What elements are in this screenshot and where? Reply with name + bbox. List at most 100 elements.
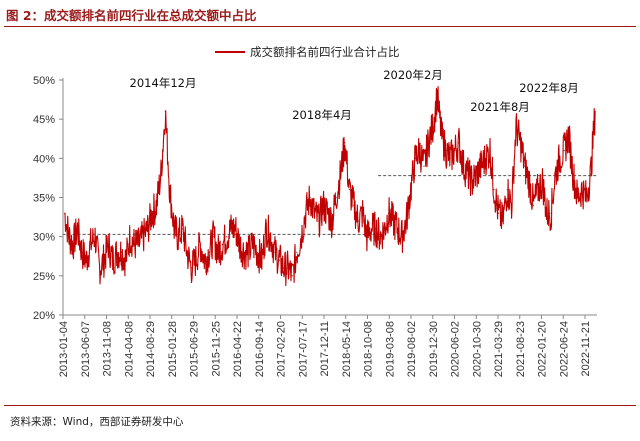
data-point xyxy=(493,189,495,191)
x-tick-label: 2019-12-30 xyxy=(428,321,440,377)
data-point xyxy=(160,173,162,175)
data-point xyxy=(370,228,372,230)
data-point xyxy=(515,126,517,128)
x-tick-label: 2013-06-07 xyxy=(80,321,92,377)
data-point xyxy=(533,204,535,206)
data-point xyxy=(366,236,368,238)
data-point xyxy=(559,157,561,159)
data-point xyxy=(489,149,491,152)
data-point xyxy=(204,259,206,261)
data-point xyxy=(327,212,329,214)
x-tick-label: 2019-03-08 xyxy=(384,321,396,377)
x-tick-label: 2022-01-20 xyxy=(537,321,549,377)
data-point xyxy=(471,181,473,183)
data-point xyxy=(94,236,96,238)
data-point xyxy=(305,212,307,214)
data-point xyxy=(138,243,140,246)
data-point xyxy=(125,259,127,261)
data-point xyxy=(384,228,386,230)
data-point xyxy=(322,204,324,206)
x-tick-label: 2022-06-24 xyxy=(558,321,570,377)
x-tick-label: 2014-04-08 xyxy=(123,321,135,377)
y-tick-label: 40% xyxy=(33,153,55,165)
data-point xyxy=(524,165,526,167)
y-tick-label: 45% xyxy=(33,114,55,126)
data-point xyxy=(476,173,478,175)
data-point xyxy=(427,142,429,144)
data-point xyxy=(396,228,399,230)
x-tick-label: 2019-08-02 xyxy=(406,321,418,377)
data-point xyxy=(239,243,241,246)
data-point xyxy=(401,236,403,238)
series-line xyxy=(64,86,596,287)
data-point xyxy=(76,228,79,230)
series xyxy=(64,86,596,287)
data-point xyxy=(129,236,131,238)
data-point xyxy=(576,196,579,199)
x-tick-label: 2014-08-29 xyxy=(145,321,157,377)
data-point xyxy=(217,251,219,253)
data-point xyxy=(392,220,394,222)
data-point xyxy=(410,189,412,191)
data-point xyxy=(186,251,188,253)
data-point xyxy=(497,212,500,214)
data-point xyxy=(164,110,166,112)
data-point xyxy=(344,142,346,144)
data-point xyxy=(480,165,482,167)
data-point xyxy=(282,267,285,269)
data-point xyxy=(103,259,105,261)
data-point xyxy=(348,189,350,191)
data-point xyxy=(230,228,232,230)
data-point xyxy=(265,228,267,230)
x-tick-label: 2015-01-28 xyxy=(167,321,179,377)
data-point xyxy=(550,212,552,214)
annotations: 2014年12月 2018年4月 2020年2月 2021年8月 2022年8月 xyxy=(130,68,579,122)
x-tick-label: 2020-06-02 xyxy=(450,321,462,377)
data-point xyxy=(256,251,259,253)
data-point xyxy=(375,228,377,230)
data-point xyxy=(335,196,337,199)
top-rule xyxy=(4,26,636,27)
y-tick-label: 25% xyxy=(33,271,55,283)
data-point xyxy=(546,212,548,214)
data-point xyxy=(585,196,587,199)
data-point xyxy=(182,228,184,230)
data-point xyxy=(449,157,451,159)
data-point xyxy=(331,220,333,222)
data-point xyxy=(313,212,315,214)
data-point xyxy=(85,259,87,261)
x-tick-label: 2017-12-11 xyxy=(319,321,331,376)
data-point xyxy=(484,157,487,159)
data-point xyxy=(212,236,215,238)
data-point xyxy=(274,251,276,253)
x-tick-label: 2015-11-25 xyxy=(210,321,222,376)
data-point xyxy=(436,95,438,97)
data-point xyxy=(291,275,293,277)
data-point xyxy=(423,165,425,167)
data-point xyxy=(252,243,254,246)
source-note: 资料来源：Wind，西部证券研发中心 xyxy=(10,416,184,428)
data-point xyxy=(121,251,123,253)
data-point xyxy=(190,267,193,269)
data-point xyxy=(64,212,66,214)
data-point xyxy=(405,220,407,222)
data-point xyxy=(414,157,416,159)
data-point xyxy=(462,165,465,167)
data-point xyxy=(581,189,583,191)
data-point xyxy=(296,251,298,253)
data-point xyxy=(68,236,70,238)
x-tick-label: 2017-07-17 xyxy=(297,321,309,377)
x-axis: 2013-01-04 2013-06-07 2013-11-08 2014-04-08… xyxy=(58,314,597,377)
data-point xyxy=(506,189,508,191)
x-tick-label: 2013-01-04 xyxy=(58,321,70,377)
data-point xyxy=(90,243,92,246)
y-tick-label: 50% xyxy=(33,75,55,87)
data-point xyxy=(173,228,175,230)
x-tick-label: 2018-10-08 xyxy=(363,321,375,377)
x-tick-label: 2013-11-08 xyxy=(102,321,114,376)
data-point xyxy=(511,204,513,206)
data-point xyxy=(440,134,442,136)
data-point xyxy=(568,134,570,136)
x-tick-label: 2016-09-14 xyxy=(254,321,266,377)
annotation-label: 2014年12月 xyxy=(130,76,197,90)
